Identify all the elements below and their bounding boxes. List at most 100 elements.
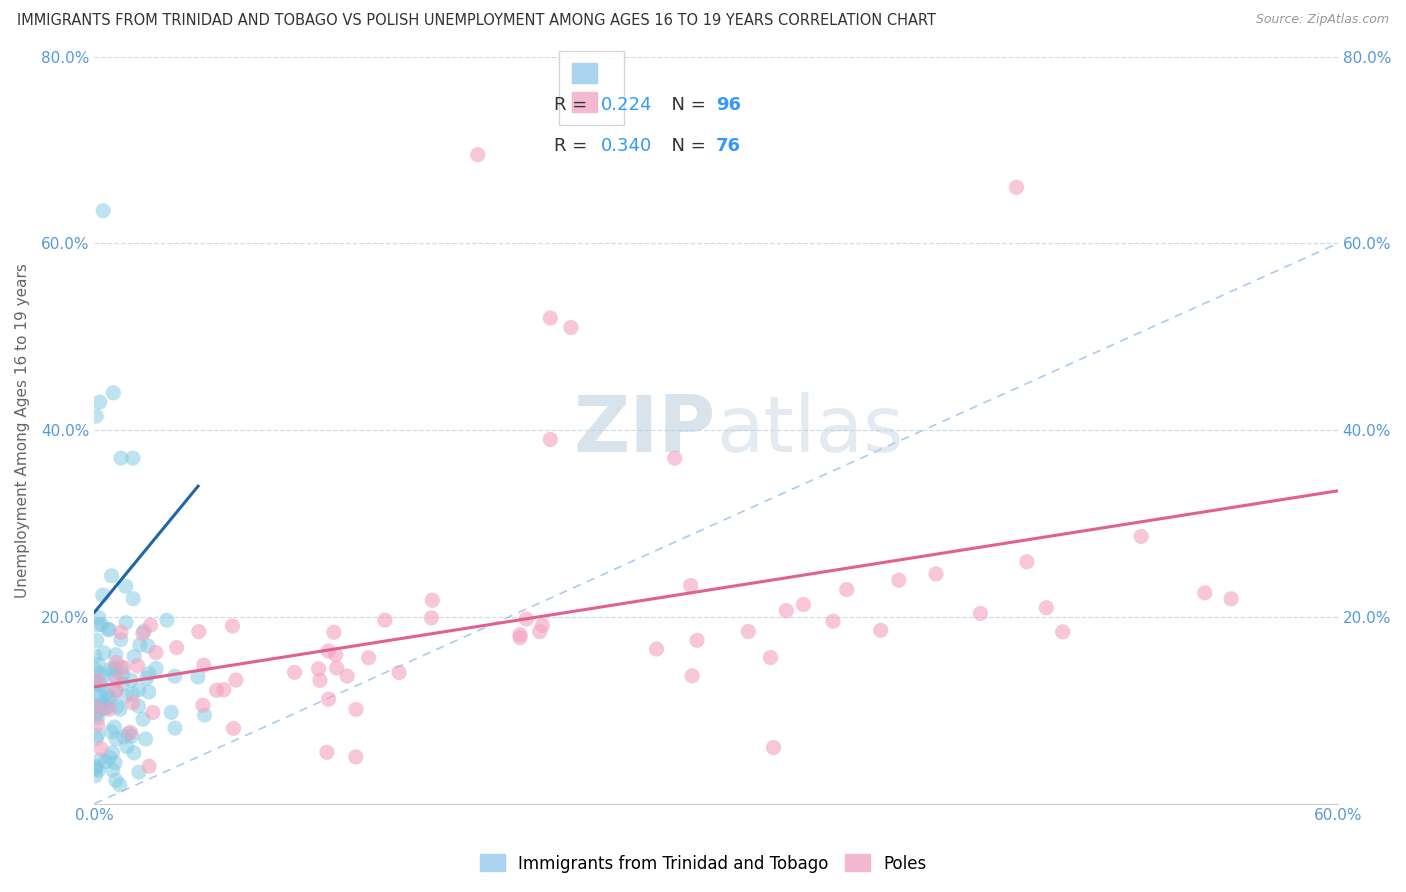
Point — [1130, 529, 1153, 543]
Point — [110, 451, 132, 466]
Point — [122, 451, 145, 466]
Point — [145, 646, 167, 660]
Point — [1052, 624, 1074, 639]
Point — [869, 624, 891, 638]
Point — [87, 617, 110, 632]
Point — [86, 633, 108, 648]
Legend: , : , — [560, 51, 624, 125]
Point — [84, 409, 107, 424]
Y-axis label: Unemployment Among Ages 16 to 19 years: Unemployment Among Ages 16 to 19 years — [15, 263, 30, 598]
Point — [100, 691, 122, 706]
Point — [111, 676, 134, 690]
Point — [509, 627, 531, 641]
Point — [115, 615, 138, 630]
Point — [309, 673, 332, 688]
Point — [205, 683, 228, 698]
Point — [91, 588, 114, 602]
Point — [132, 624, 155, 639]
Point — [132, 712, 155, 726]
Point — [86, 673, 108, 688]
Point — [96, 687, 118, 701]
Text: 0.224: 0.224 — [600, 96, 652, 114]
Point — [105, 662, 128, 676]
Point — [762, 740, 785, 755]
Point — [89, 688, 111, 702]
Point — [135, 731, 157, 746]
Point — [925, 566, 948, 581]
Point — [1015, 555, 1038, 569]
Point — [97, 623, 120, 637]
Point — [105, 683, 128, 698]
Point — [103, 720, 125, 734]
Point — [103, 385, 125, 400]
Point — [686, 633, 709, 648]
Point — [117, 726, 139, 740]
Point — [91, 698, 114, 712]
Point — [104, 648, 127, 662]
Point — [737, 624, 759, 639]
Point — [104, 756, 127, 770]
Point — [104, 773, 127, 788]
Point — [136, 639, 159, 653]
Text: R =: R = — [554, 96, 593, 114]
Point — [90, 617, 112, 632]
Text: ZIP: ZIP — [574, 392, 716, 468]
Point — [114, 579, 136, 593]
Point — [357, 650, 380, 665]
Point — [163, 721, 186, 735]
Point — [83, 648, 105, 663]
Point — [89, 753, 111, 767]
Text: N =: N = — [659, 137, 711, 155]
Point — [529, 624, 551, 639]
Point — [792, 598, 814, 612]
Point — [121, 696, 143, 710]
Point — [420, 611, 443, 625]
Text: 96: 96 — [716, 96, 741, 114]
Text: Source: ZipAtlas.com: Source: ZipAtlas.com — [1256, 13, 1389, 27]
Point — [420, 593, 443, 607]
Point — [101, 763, 124, 777]
Point — [86, 711, 108, 725]
Point — [128, 765, 150, 780]
Point — [105, 731, 128, 746]
Point — [87, 610, 110, 624]
Point — [87, 763, 110, 777]
Point — [112, 660, 135, 674]
Point — [104, 670, 127, 684]
Point — [156, 613, 179, 627]
Point — [531, 618, 554, 632]
Point — [221, 619, 243, 633]
Point — [115, 739, 138, 754]
Point — [100, 724, 122, 739]
Point — [835, 582, 858, 597]
Text: IMMIGRANTS FROM TRINIDAD AND TOBAGO VS POLISH UNEMPLOYMENT AMONG AGES 16 TO 19 Y: IMMIGRANTS FROM TRINIDAD AND TOBAGO VS P… — [17, 13, 936, 29]
Point — [538, 433, 561, 447]
Point — [128, 682, 150, 697]
Point — [193, 708, 215, 723]
Point — [91, 701, 114, 715]
Point — [187, 624, 209, 639]
Legend: Immigrants from Trinidad and Tobago, Poles: Immigrants from Trinidad and Tobago, Pol… — [472, 847, 934, 880]
Point — [225, 673, 247, 687]
Point — [138, 685, 160, 699]
Point — [110, 660, 132, 674]
Point — [284, 665, 307, 680]
Point — [388, 665, 411, 680]
Point — [94, 701, 117, 715]
Point — [108, 778, 131, 792]
Point — [86, 701, 108, 715]
Point — [664, 451, 686, 466]
Point — [101, 746, 124, 760]
Point — [775, 604, 797, 618]
Point — [87, 699, 110, 714]
Point — [887, 573, 910, 587]
Point — [108, 702, 131, 716]
Point — [121, 729, 143, 743]
Point — [89, 395, 111, 409]
Point — [212, 682, 235, 697]
Point — [142, 706, 165, 720]
Point — [105, 656, 128, 670]
Point — [166, 640, 188, 655]
Point — [127, 658, 149, 673]
Point — [120, 673, 142, 687]
